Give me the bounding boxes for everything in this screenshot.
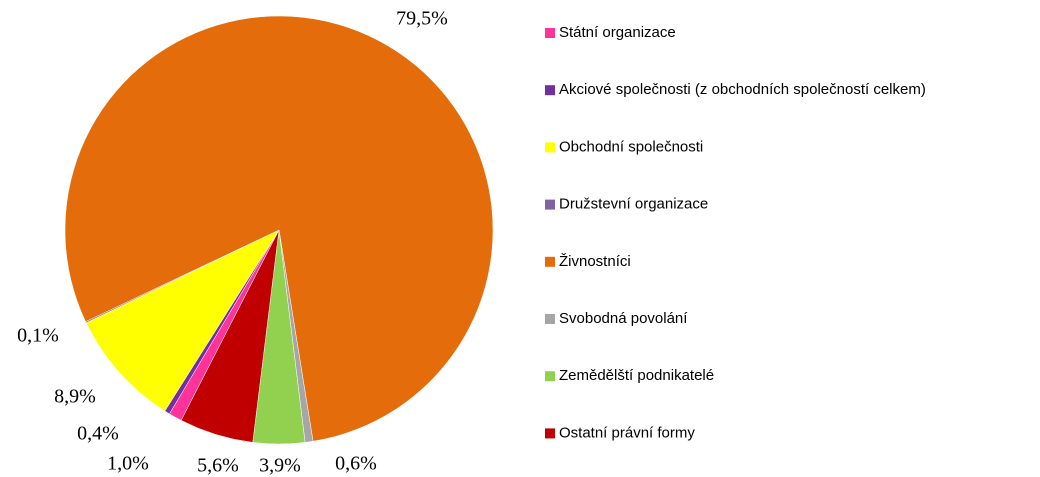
- legend-swatch: [545, 28, 555, 38]
- value-label: 3,9%: [259, 455, 301, 477]
- legend-swatch: [545, 199, 555, 210]
- value-label: 0,4%: [77, 423, 119, 445]
- legend-swatch: [545, 142, 555, 153]
- value-label: 5,6%: [197, 455, 239, 477]
- legend-label: Akciové společnosti (z obchodních společ…: [559, 81, 926, 98]
- pie-slice: [180, 229, 280, 443]
- legend-swatch: [545, 314, 555, 324]
- legend-label: Zemědělští podnikatelé: [559, 367, 714, 384]
- legend-label: Ostatní právní formy: [559, 424, 695, 441]
- legend-swatch: [545, 371, 555, 382]
- value-label: 79,5%: [396, 8, 448, 30]
- legend-label: Živnostníci: [559, 253, 631, 270]
- value-label: 8,9%: [54, 386, 96, 408]
- legend-label: Družstevní organizace: [559, 196, 708, 213]
- legend-label: Obchodní společnosti: [559, 138, 703, 155]
- legend-label: Svobodná povolání: [559, 310, 688, 327]
- pie-slice: [85, 229, 280, 412]
- value-label: 1,0%: [107, 453, 149, 475]
- value-label: 0,1%: [17, 325, 59, 347]
- pie-slice: [64, 15, 494, 442]
- legend-swatch: [545, 85, 555, 96]
- legend-swatch: [545, 256, 555, 267]
- value-label: 0,6%: [335, 453, 377, 475]
- legend-label: Státní organizace: [559, 24, 676, 41]
- legend-swatch: [545, 428, 555, 439]
